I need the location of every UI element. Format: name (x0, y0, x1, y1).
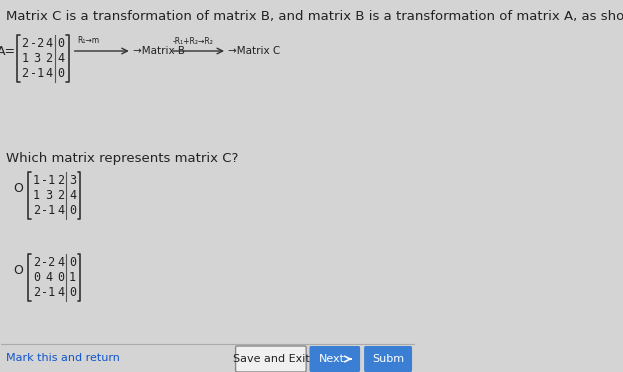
Text: 0: 0 (69, 286, 76, 299)
Text: 2: 2 (22, 67, 29, 80)
Text: -2: -2 (30, 37, 44, 50)
Text: 2: 2 (45, 52, 53, 65)
Text: 4: 4 (69, 189, 76, 202)
Text: 2: 2 (22, 37, 29, 50)
FancyBboxPatch shape (310, 346, 360, 372)
Text: O: O (14, 182, 24, 195)
Text: -2: -2 (41, 256, 55, 269)
Text: Mark this and return: Mark this and return (6, 353, 120, 363)
Text: 2: 2 (33, 256, 40, 269)
Text: 0: 0 (57, 271, 64, 284)
Text: 1: 1 (33, 174, 40, 187)
Text: 2: 2 (33, 204, 40, 217)
Text: →Matrix C: →Matrix C (228, 46, 280, 56)
Text: 4: 4 (57, 256, 64, 269)
Text: 1: 1 (22, 52, 29, 65)
Text: -1: -1 (41, 286, 55, 299)
Text: 2: 2 (57, 189, 64, 202)
Text: 3: 3 (69, 174, 76, 187)
Text: 3: 3 (34, 52, 40, 65)
Text: 2: 2 (33, 286, 40, 299)
Text: Next: Next (319, 354, 345, 364)
Text: 0: 0 (69, 204, 76, 217)
Text: Subm: Subm (372, 354, 404, 364)
FancyBboxPatch shape (235, 346, 306, 372)
Text: 2: 2 (57, 174, 64, 187)
Text: 4: 4 (45, 67, 53, 80)
Text: 1: 1 (69, 271, 76, 284)
Text: 0: 0 (69, 256, 76, 269)
Text: 4: 4 (57, 52, 65, 65)
Text: O: O (14, 263, 24, 276)
FancyBboxPatch shape (364, 346, 412, 372)
Text: 0: 0 (57, 67, 65, 80)
Text: →Matrix B: →Matrix B (133, 46, 185, 56)
Text: Matrix C is a transformation of matrix B, and matrix B is a transformation of ma: Matrix C is a transformation of matrix B… (6, 10, 623, 23)
Text: Which matrix represents matrix C?: Which matrix represents matrix C? (6, 152, 238, 165)
Text: 1: 1 (33, 189, 40, 202)
Text: 4: 4 (45, 271, 52, 284)
Text: 3: 3 (45, 189, 52, 202)
Text: -1: -1 (41, 174, 55, 187)
Text: -1: -1 (41, 204, 55, 217)
Text: 4: 4 (57, 286, 64, 299)
Text: R₁→m: R₁→m (77, 35, 99, 45)
Text: Save and Exit: Save and Exit (232, 354, 309, 364)
Text: 0: 0 (57, 37, 65, 50)
Text: A=: A= (0, 45, 16, 58)
Text: -R₁+R₂→R₂: -R₁+R₂→R₂ (173, 36, 213, 45)
Text: -1: -1 (30, 67, 44, 80)
Text: 4: 4 (45, 37, 53, 50)
Text: 0: 0 (33, 271, 40, 284)
Text: 4: 4 (57, 204, 64, 217)
